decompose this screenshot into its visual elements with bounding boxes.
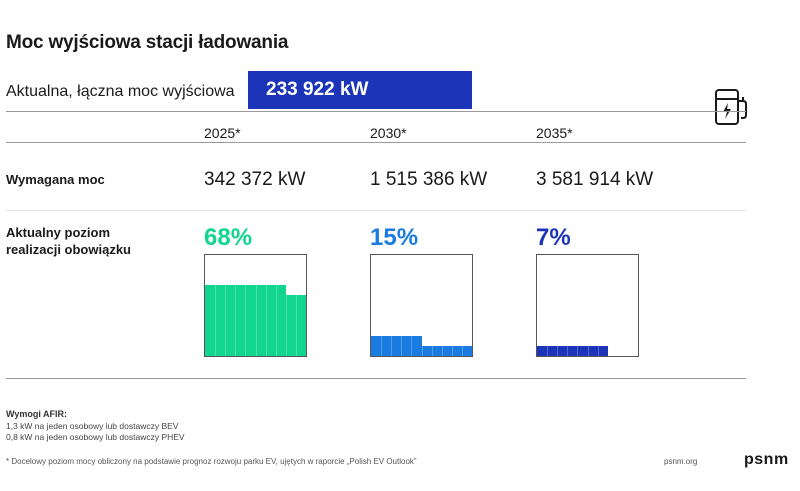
divider-header [6, 142, 746, 143]
progress-grid-line [421, 345, 423, 356]
progress-box-2030 [370, 254, 473, 357]
progress-grid-line [255, 285, 257, 356]
progress-grid-line [431, 345, 433, 356]
required-power-label: Wymagana moc [6, 172, 105, 187]
progress-grid-line [381, 335, 383, 356]
divider-middle [6, 210, 746, 211]
progress-grid-line [411, 335, 413, 356]
progress-grid-line [225, 285, 227, 356]
ev-charger-icon [715, 89, 747, 125]
progress-grid-line [547, 345, 549, 356]
progress-grid-line [265, 285, 267, 356]
progress-grid-line [587, 345, 589, 356]
afir-notes-title: Wymogi AFIR: [6, 409, 67, 419]
psnm-logo: psnm [744, 451, 789, 468]
current-output-value: 233 922 kW [266, 79, 369, 100]
progress-label-line2: realizacji obowiązku [6, 242, 131, 257]
progress-grid-line [401, 335, 403, 356]
progress-fill-full-rows [371, 345, 472, 356]
progress-fill-full-rows [205, 295, 306, 356]
current-output-label: Aktualna, łączna moc wyjściowa [6, 83, 235, 100]
progress-grid-line [215, 285, 217, 356]
progress-grid-line [235, 285, 237, 356]
progress-grid-line [451, 345, 453, 356]
year-2030: 2030* [370, 125, 407, 141]
progress-grid-line [461, 345, 463, 356]
percent-2030: 15% [370, 224, 419, 251]
progress-box-2025 [204, 254, 307, 357]
progress-label: Aktualny poziom realizacji obowiązku [6, 224, 131, 258]
progress-fill-partial-row [537, 345, 608, 356]
required-power-2030: 1 515 386 kW [370, 169, 488, 190]
progress-grid-line [391, 335, 393, 356]
current-output-box: 233 922 kW [248, 71, 472, 109]
footnote: * Docelowy poziom mocy obliczony na pods… [6, 457, 417, 466]
progress-grid-line [441, 345, 443, 356]
site-url[interactable]: psnm.org [664, 457, 698, 466]
percent-2025: 68% [204, 224, 253, 251]
percent-2035: 7% [536, 224, 571, 251]
progress-grid-line [577, 345, 579, 356]
progress-grid-line [295, 295, 297, 356]
progress-grid-line [285, 295, 287, 356]
progress-grid-line [557, 345, 559, 356]
progress-grid-line [597, 345, 599, 356]
progress-grid-line [275, 285, 277, 356]
required-power-2025: 342 372 kW [204, 169, 306, 190]
year-2035: 2035* [536, 125, 573, 141]
progress-fill-partial-row [371, 335, 422, 346]
progress-grid-line [567, 345, 569, 356]
required-power-2035: 3 581 914 kW [536, 169, 654, 190]
divider-top [6, 111, 746, 112]
progress-box-2035 [536, 254, 639, 357]
progress-grid-line [245, 285, 247, 356]
divider-bottom [6, 378, 746, 379]
afir-note-phev: 0,8 kW na jeden osobowy lub dostawczy PH… [6, 432, 185, 442]
afir-note-bev: 1,3 kW na jeden osobowy lub dostawczy BE… [6, 421, 179, 431]
progress-label-line1: Aktualny poziom [6, 225, 111, 240]
page-title: Moc wyjściowa stacji ładowania [6, 32, 289, 53]
year-2025: 2025* [204, 125, 241, 141]
progress-fill-partial-row [205, 285, 286, 296]
